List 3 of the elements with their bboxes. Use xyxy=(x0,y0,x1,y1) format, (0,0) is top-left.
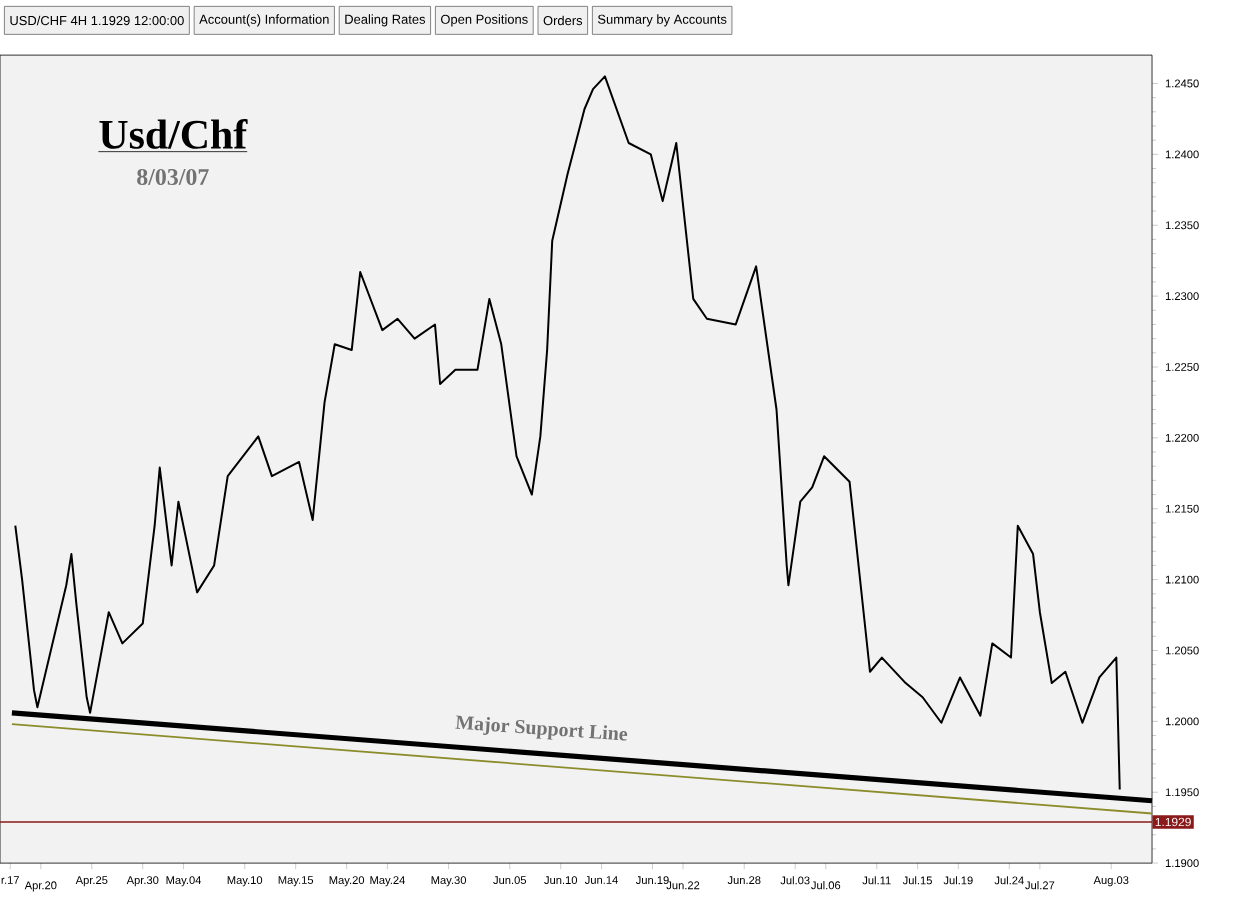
text: Usd/Chf xyxy=(99,118,248,149)
annotation: Major Support Line xyxy=(455,715,628,741)
text: 8/03/07 xyxy=(137,168,209,186)
